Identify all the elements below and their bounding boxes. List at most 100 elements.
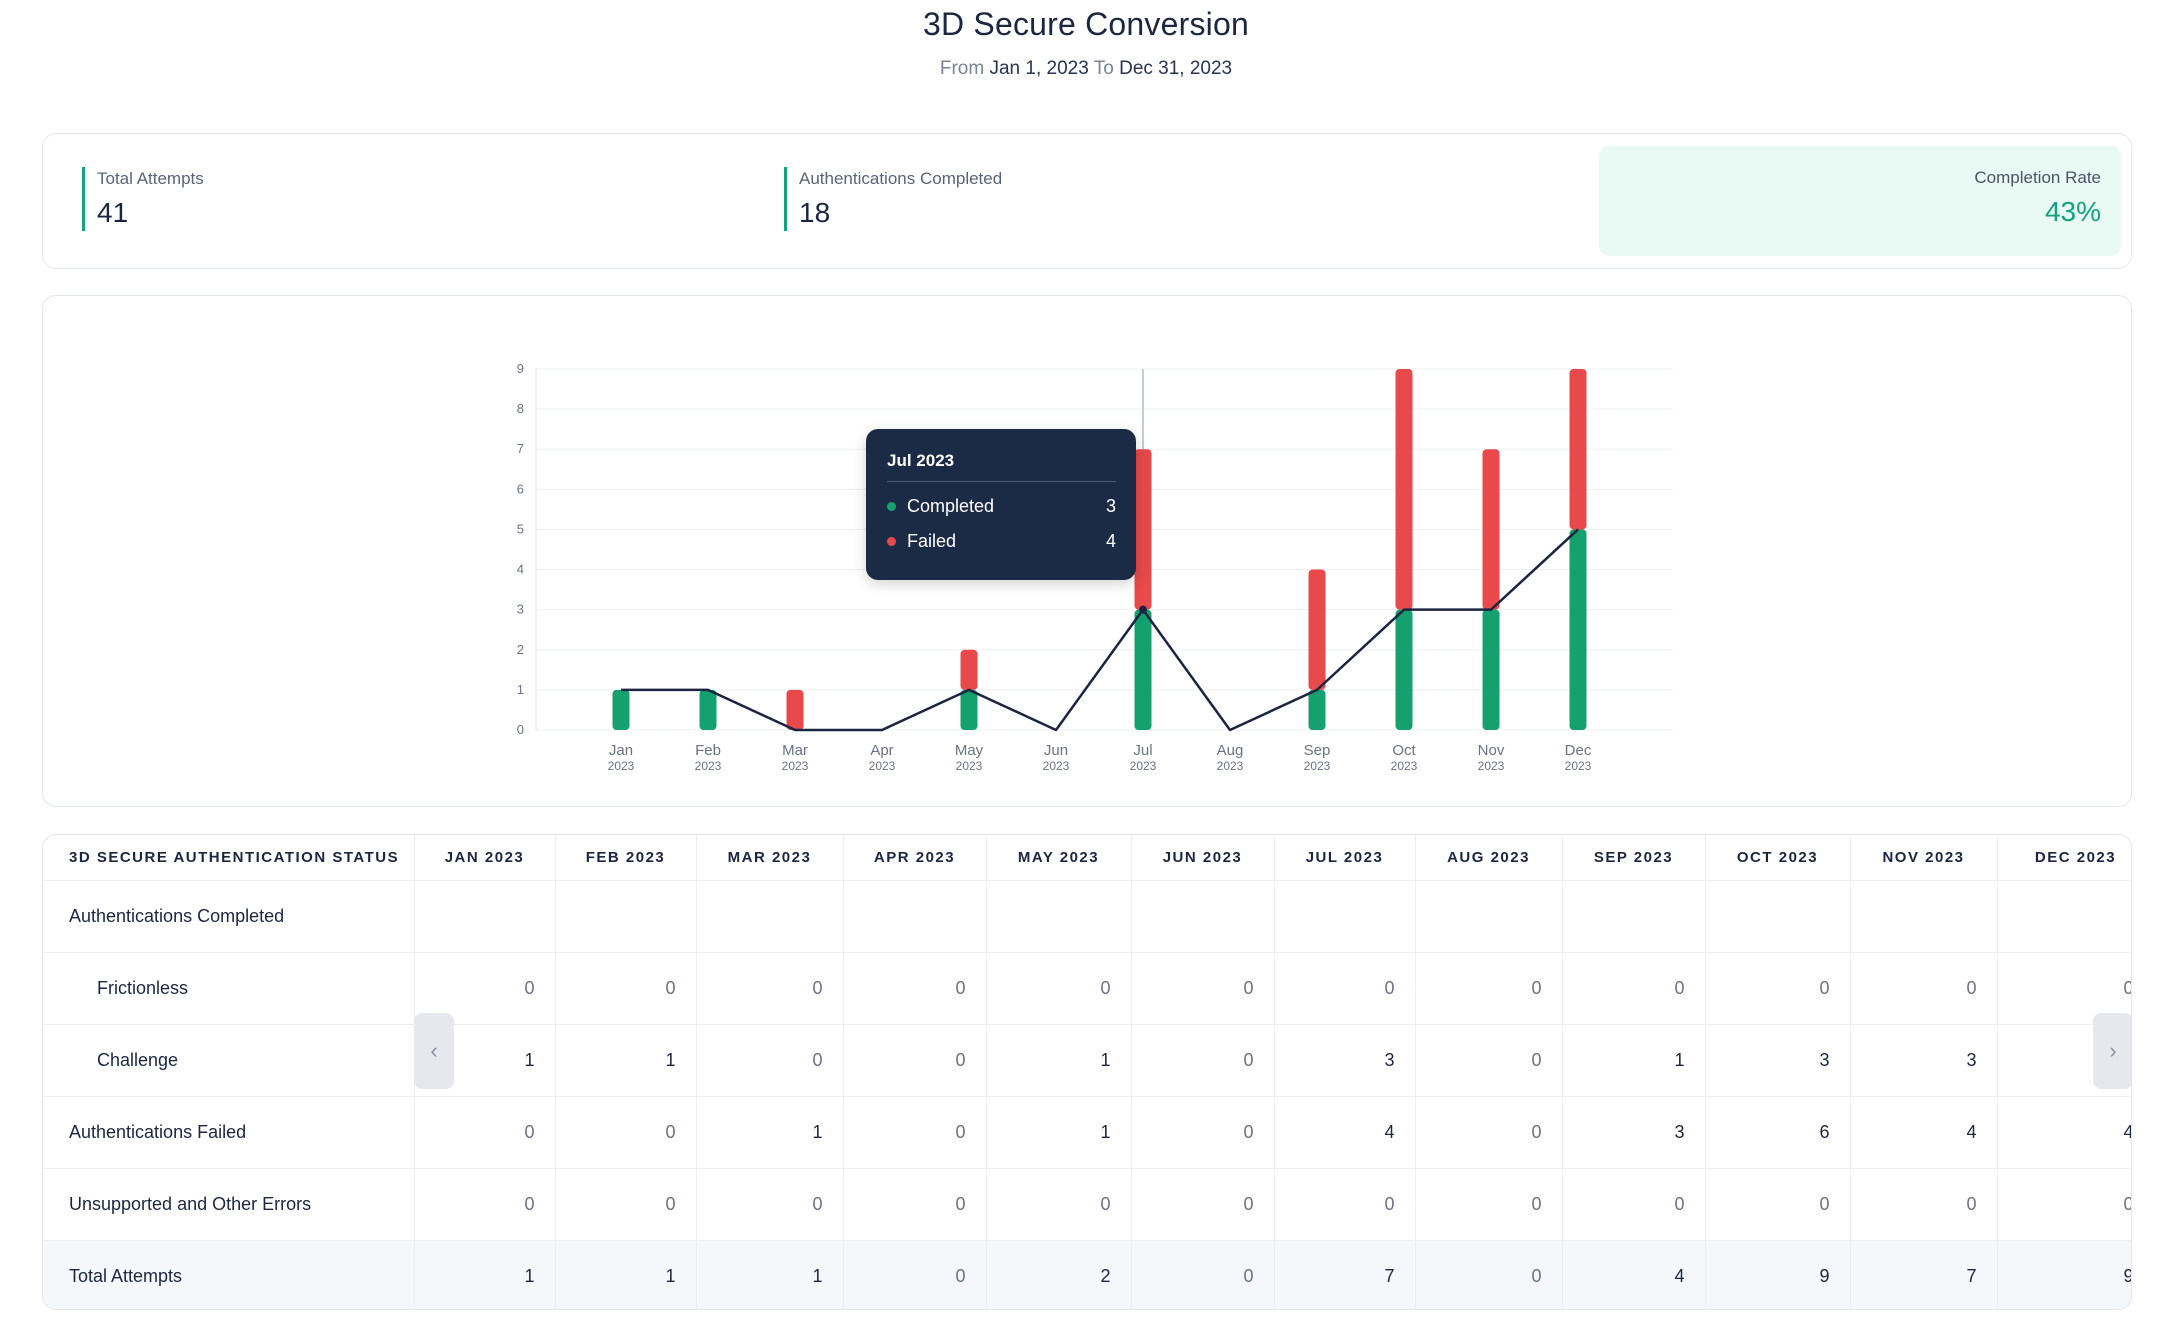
x-tick-year: 2023 <box>1043 759 1070 773</box>
y-tick-label: 3 <box>517 602 524 617</box>
to-date: Dec 31, 2023 <box>1119 58 1233 79</box>
tooltip-row-failed: Failed 4 <box>887 531 1116 552</box>
table-cell: 0 <box>1415 1096 1563 1169</box>
auth-completed-value: 18 <box>799 197 831 228</box>
failed-dot-icon <box>887 537 896 546</box>
row-label: Authentications Failed <box>43 1096 415 1169</box>
table-cell: 0 <box>1131 1240 1275 1309</box>
date-range: From Jan 1, 2023 To Dec 31, 2023 <box>0 58 2172 80</box>
table-cell: 0 <box>986 952 1132 1025</box>
tooltip-completed-label: Completed <box>907 496 995 516</box>
table-cell: 0 <box>1415 1024 1563 1097</box>
bar-completed <box>1395 609 1413 730</box>
row-label: Unsupported and Other Errors <box>43 1168 415 1241</box>
x-tick-year: 2023 <box>695 759 722 773</box>
bar-completed <box>699 689 717 730</box>
x-tick-year: 2023 <box>1217 759 1244 773</box>
total-attempts-metric: Total Attempts 41 <box>82 167 204 231</box>
column-header-month: OCT 2023 <box>1705 835 1851 881</box>
tooltip-failed-label: Failed <box>907 531 957 551</box>
table-row: Unsupported and Other Errors000000000000 <box>43 1168 2131 1241</box>
table-cell: 0 <box>1415 952 1563 1025</box>
row-label: Challenge <box>43 1024 415 1097</box>
table-cell: 0 <box>414 1168 556 1241</box>
from-date: Jan 1, 2023 <box>989 58 1089 79</box>
scroll-left-button[interactable]: ‹ <box>414 1013 454 1089</box>
column-header-month: FEB 2023 <box>555 835 697 881</box>
table-cell: 1 <box>986 1096 1132 1169</box>
y-tick-label: 1 <box>517 682 524 697</box>
table-cell: 0 <box>843 1240 987 1309</box>
table-cell: 0 <box>555 1168 697 1241</box>
table-cell <box>1705 880 1851 953</box>
x-tick-label: Jun <box>1044 742 1068 759</box>
table-cell: 1 <box>555 1240 697 1309</box>
table-cell: 0 <box>1131 952 1275 1025</box>
bar-completed <box>1482 609 1500 730</box>
table-cell: 1 <box>986 1024 1132 1097</box>
row-label: Frictionless <box>43 952 415 1025</box>
x-tick-label: Feb <box>695 742 721 759</box>
table-cell: 3 <box>1274 1024 1416 1097</box>
table-header-row: 3D SECURE AUTHENTICATION STATUS JAN 2023 F… <box>43 835 2131 881</box>
bar-completed <box>960 689 978 730</box>
table-cell: 3 <box>1562 1096 1706 1169</box>
completion-rate-value: 43% <box>2044 196 2101 227</box>
bar-failed <box>786 689 804 730</box>
from-label: From <box>939 58 985 79</box>
table-cell: 0 <box>1997 1168 2131 1241</box>
status-table-card: 3D SECURE AUTHENTICATION STATUS JAN 2023 F… <box>42 834 2132 1310</box>
x-tick-year: 2023 <box>1565 759 1592 773</box>
column-header-month: JUN 2023 <box>1131 835 1275 881</box>
status-table: 3D SECURE AUTHENTICATION STATUS JAN 2023 F… <box>43 835 2131 1309</box>
y-tick-label: 6 <box>517 481 524 496</box>
table-cell <box>1274 880 1416 953</box>
page-title: 3D Secure Conversion <box>923 6 1249 42</box>
table-cell: 0 <box>1997 952 2131 1025</box>
table-cell: 0 <box>843 1096 987 1169</box>
table-cell: 7 <box>1274 1240 1416 1309</box>
y-tick-label: 0 <box>517 722 524 737</box>
x-tick-year: 2023 <box>1391 759 1418 773</box>
bar-failed <box>1482 449 1500 610</box>
chevron-right-icon: › <box>2109 1038 2117 1063</box>
table-cell: 4 <box>1562 1240 1706 1309</box>
column-header-month: DEC 2023 <box>1997 835 2131 881</box>
x-tick-label: Aug <box>1217 742 1244 759</box>
table-cell: 0 <box>1850 1168 1998 1241</box>
x-tick-year: 2023 <box>608 759 635 773</box>
bar-completed <box>612 689 630 730</box>
table-cell: 1 <box>555 1024 697 1097</box>
x-tick-year: 2023 <box>956 759 983 773</box>
table-cell <box>1415 880 1563 953</box>
table-cell: 0 <box>414 952 556 1025</box>
scroll-right-button[interactable]: › <box>2093 1013 2131 1089</box>
bar-failed <box>1134 449 1152 610</box>
y-tick-label: 8 <box>517 401 524 416</box>
table-cell: 3 <box>1850 1024 1998 1097</box>
table-cell: 0 <box>843 1168 987 1241</box>
y-tick-label: 5 <box>517 521 524 536</box>
conversion-chart[interactable]: 0123456789Jan2023Feb2023Mar2023Apr2023Ma… <box>43 296 2131 806</box>
tooltip-completed-value: 3 <box>1105 496 1116 516</box>
total-attempts-value: 41 <box>97 197 129 228</box>
column-header-month: MAR 2023 <box>696 835 844 881</box>
bar-failed <box>1308 569 1326 690</box>
table-row: Authentications Failed001010403644 <box>43 1096 2131 1169</box>
table-cell: 0 <box>1131 1168 1275 1241</box>
table-cell: 4 <box>1997 1096 2131 1169</box>
summary-card: Total Attempts 41 Authentications Comple… <box>42 133 2132 269</box>
table-cell <box>1131 880 1275 953</box>
table-cell: 0 <box>843 1024 987 1097</box>
table-cell: 0 <box>1131 1024 1275 1097</box>
table-cell: 0 <box>696 1024 844 1097</box>
completion-rate-label: Completion Rate <box>1974 168 2101 187</box>
x-tick-label: Nov <box>1478 742 1505 759</box>
table-cell: 3 <box>1705 1024 1851 1097</box>
table-cell: 0 <box>1850 952 1998 1025</box>
table-cell: 1 <box>1562 1024 1706 1097</box>
table-cell <box>986 880 1132 953</box>
to-label: To <box>1093 58 1114 79</box>
table-cell: 0 <box>1705 1168 1851 1241</box>
y-tick-label: 7 <box>517 441 524 456</box>
